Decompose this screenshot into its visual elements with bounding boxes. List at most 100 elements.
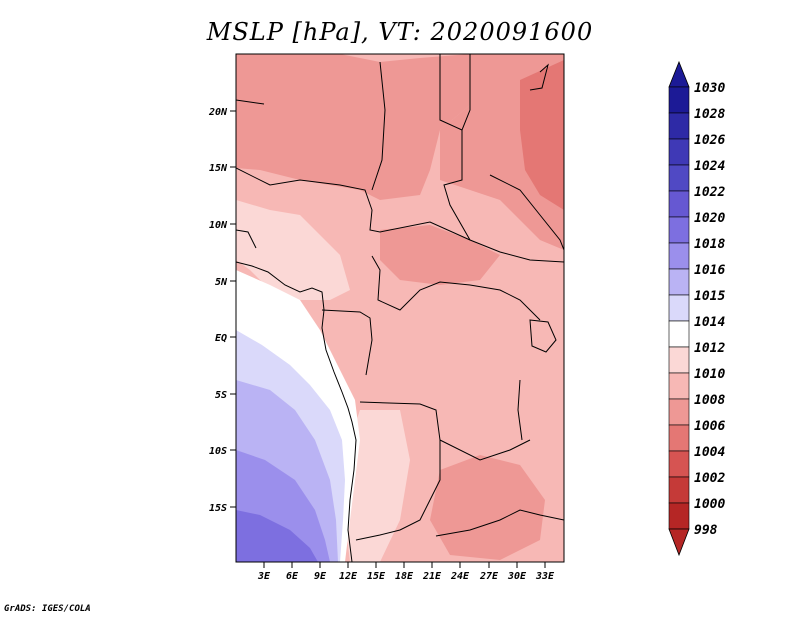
grads-credit: GrADS: IGES/COLA xyxy=(4,604,91,614)
colorbar-swatch-1006-1008 xyxy=(668,398,690,426)
libya-border xyxy=(461,54,471,131)
colorbar-label-1012: 1012 xyxy=(694,341,725,356)
lon-label-9e: 9E xyxy=(314,571,327,582)
west-sahara-border xyxy=(236,99,265,105)
lat-tick-15s: 15S xyxy=(209,503,236,514)
longitude-axis: 3E 6E 9E 12E 15E 18E 21E 24E xyxy=(257,562,555,582)
colorbar-label-1020: 1020 xyxy=(694,211,725,226)
sahel-border xyxy=(236,167,564,263)
lon-label-33e: 33E xyxy=(535,571,555,582)
colorbar-label-1015: 1015 xyxy=(694,289,725,304)
chad-sudan-border xyxy=(439,54,471,241)
lat-tick-10s: 10S xyxy=(209,446,236,457)
colorbar-swatch-998-1000 xyxy=(668,502,690,530)
west-coastline xyxy=(236,261,357,562)
lat-label-5s: 5S xyxy=(215,390,227,401)
colorbar-swatch-1028-1030 xyxy=(668,86,690,114)
colorbar-label-1008: 1008 xyxy=(694,393,725,408)
colorbar-label-1010: 1010 xyxy=(694,367,725,382)
lat-label-eq: EQ xyxy=(215,333,227,344)
southern-border xyxy=(435,509,564,537)
lon-tick-27e: 27E xyxy=(479,562,499,582)
lat-tick-5s: 5S xyxy=(215,390,236,401)
gabon-congo-border xyxy=(321,309,373,376)
pressure-field xyxy=(236,54,564,562)
colorbar-swatch-1016-1018 xyxy=(668,242,690,270)
colorbar-swatch-1022-1024 xyxy=(668,164,690,192)
field-zambia-1008 xyxy=(430,455,545,560)
lon-tick-15e: 15E xyxy=(367,562,386,582)
colorbar-swatch-1014-1015 xyxy=(668,294,690,322)
lon-tick-24e: 24E xyxy=(450,562,470,582)
colorbar-swatch-1026-1028 xyxy=(668,112,690,140)
field-atlantic-1020 xyxy=(236,510,318,562)
sudan-ethiopia-border xyxy=(489,174,564,251)
lon-label-6e: 6E xyxy=(286,571,299,582)
lat-label-20n: 20N xyxy=(208,107,228,118)
lake-victoria xyxy=(529,319,557,353)
colorbar-label-1022: 1022 xyxy=(694,185,725,200)
lon-tick-3e: 3E xyxy=(257,562,271,582)
lon-label-15e: 15E xyxy=(367,571,386,582)
central-border xyxy=(371,255,541,321)
colorbar-label-1028: 1028 xyxy=(694,107,725,122)
angola-border xyxy=(355,401,441,541)
lon-label-3e: 3E xyxy=(257,571,271,582)
field-sahara-1008 xyxy=(236,54,470,200)
lon-label-27e: 27E xyxy=(479,571,499,582)
lat-label-15n: 15N xyxy=(209,163,228,174)
lat-tick-20n: 20N xyxy=(208,107,236,118)
colorbar-label-1004: 1004 xyxy=(694,445,725,460)
colorbar-swatch-1020-1022 xyxy=(668,190,690,218)
colorbar-label-1006: 1006 xyxy=(694,419,725,434)
colorbar-label-1024: 1024 xyxy=(694,159,725,174)
lat-label-15s: 15S xyxy=(209,503,227,514)
colorbar-label-1014: 1014 xyxy=(694,315,725,330)
liberia-border xyxy=(236,229,257,249)
colorbar-label-998: 998 xyxy=(694,523,718,538)
lon-tick-9e: 9E xyxy=(314,562,327,582)
colorbar-swatch-1024-1026 xyxy=(668,138,690,166)
colorbar-swatch-1008-1010 xyxy=(668,372,690,400)
lon-label-12e: 12E xyxy=(339,571,358,582)
lon-tick-21e: 21E xyxy=(422,562,442,582)
colorbar-label-1018: 1018 xyxy=(694,237,725,252)
zambia-north-border xyxy=(439,439,531,461)
colorbar: 1030 1028 1026 1024 1022 1020 1018 1016 … xyxy=(668,60,725,557)
lon-label-21e: 21E xyxy=(422,571,442,582)
colorbar-swatch-1002-1004 xyxy=(668,450,690,478)
coastlines-borders xyxy=(236,54,564,562)
lat-tick-eq: EQ xyxy=(215,333,236,344)
colorbar-label-1016: 1016 xyxy=(694,263,725,278)
colorbar-swatch-1000-1002 xyxy=(668,476,690,504)
map-frame xyxy=(235,53,565,563)
lon-tick-6e: 6E xyxy=(286,562,299,582)
lon-tick-30e: 30E xyxy=(507,562,527,582)
lat-tick-10n: 10N xyxy=(209,220,236,231)
lat-label-10n: 10N xyxy=(209,220,228,231)
lon-label-24e: 24E xyxy=(450,571,470,582)
lake-tanganyika xyxy=(517,379,523,441)
lat-tick-5n: 5N xyxy=(215,277,236,288)
field-ethiopia-1006 xyxy=(520,60,564,210)
colorbar-swatch-1018-1020 xyxy=(668,216,690,244)
colorbar-swatch-1015-1016 xyxy=(668,268,690,296)
colorbar-swatch-1004-1006 xyxy=(668,424,690,452)
lat-label-5n: 5N xyxy=(215,277,228,288)
colorbar-top-arrow xyxy=(668,60,690,88)
lon-label-18e: 18E xyxy=(395,571,414,582)
colorbar-bottom-arrow xyxy=(668,528,690,557)
colorbar-label-1026: 1026 xyxy=(694,133,725,148)
colorbar-label-1000: 1000 xyxy=(694,497,725,512)
colorbar-label-1002: 1002 xyxy=(694,471,725,486)
map-title: MSLP [hPa], VT: 2020091600 xyxy=(206,18,594,46)
lon-label-30e: 30E xyxy=(507,571,527,582)
field-guinea-coast-1012 xyxy=(236,200,350,300)
lon-tick-33e: 33E xyxy=(535,562,555,582)
lat-tick-15n: 15N xyxy=(209,163,236,174)
colorbar-label-1030: 1030 xyxy=(694,81,725,96)
niger-chad-border xyxy=(371,61,386,191)
latitude-axis: 20N 15N 10N 5N EQ 5S 10S 15S xyxy=(208,107,236,514)
red-sea-coast xyxy=(529,63,549,91)
